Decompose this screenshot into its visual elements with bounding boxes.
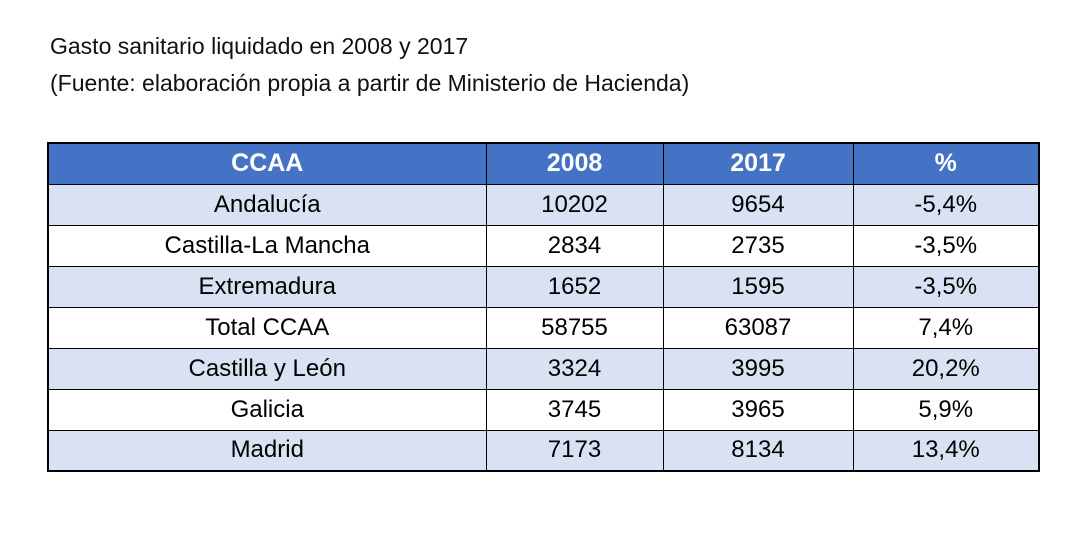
cell-2008: 3324 bbox=[485, 347, 664, 390]
table-row: Extremadura 1652 1595 -3,5% bbox=[47, 265, 1040, 308]
header-cell-pct: % bbox=[852, 142, 1040, 185]
cell-2008: 3745 bbox=[485, 388, 664, 431]
cell-pct: 20,2% bbox=[852, 347, 1040, 390]
cell-pct: -5,4% bbox=[852, 183, 1040, 226]
table-header-row: CCAA 2008 2017 % bbox=[47, 142, 1040, 185]
cell-ccaa: Extremadura bbox=[47, 265, 487, 308]
cell-ccaa: Castilla y León bbox=[47, 347, 487, 390]
table-row: Andalucía 10202 9654 -5,4% bbox=[47, 183, 1040, 226]
cell-ccaa: Madrid bbox=[47, 429, 487, 472]
cell-ccaa: Galicia bbox=[47, 388, 487, 431]
page-title: Gasto sanitario liquidado en 2008 y 2017… bbox=[50, 28, 689, 102]
table-row: Galicia 3745 3965 5,9% bbox=[47, 388, 1040, 431]
header-cell-2008: 2008 bbox=[485, 142, 664, 185]
table-row: Madrid 7173 8134 13,4% bbox=[47, 429, 1040, 472]
cell-ccaa: Total CCAA bbox=[47, 306, 487, 349]
cell-2008: 10202 bbox=[485, 183, 664, 226]
health-spending-table: CCAA 2008 2017 % Andalucía 10202 9654 -5… bbox=[47, 142, 1040, 472]
cell-pct: 13,4% bbox=[852, 429, 1040, 472]
cell-2008: 7173 bbox=[485, 429, 664, 472]
cell-2017: 3965 bbox=[662, 388, 854, 431]
title-line-1: Gasto sanitario liquidado en 2008 y 2017 bbox=[50, 33, 469, 59]
cell-2017: 63087 bbox=[662, 306, 854, 349]
cell-pct: 7,4% bbox=[852, 306, 1040, 349]
cell-ccaa: Castilla-La Mancha bbox=[47, 224, 487, 267]
cell-pct: 5,9% bbox=[852, 388, 1040, 431]
cell-2008: 1652 bbox=[485, 265, 664, 308]
title-line-2: (Fuente: elaboración propia a partir de … bbox=[50, 70, 690, 96]
table-row: Castilla y León 3324 3995 20,2% bbox=[47, 347, 1040, 390]
table-row: Castilla-La Mancha 2834 2735 -3,5% bbox=[47, 224, 1040, 267]
cell-2008: 2834 bbox=[485, 224, 664, 267]
cell-2017: 8134 bbox=[662, 429, 854, 472]
table-row: Total CCAA 58755 63087 7,4% bbox=[47, 306, 1040, 349]
cell-pct: -3,5% bbox=[852, 224, 1040, 267]
cell-2017: 1595 bbox=[662, 265, 854, 308]
header-cell-2017: 2017 bbox=[662, 142, 854, 185]
cell-2008: 58755 bbox=[485, 306, 664, 349]
cell-2017: 2735 bbox=[662, 224, 854, 267]
cell-2017: 9654 bbox=[662, 183, 854, 226]
cell-pct: -3,5% bbox=[852, 265, 1040, 308]
header-cell-ccaa: CCAA bbox=[47, 142, 487, 185]
cell-ccaa: Andalucía bbox=[47, 183, 487, 226]
cell-2017: 3995 bbox=[662, 347, 854, 390]
